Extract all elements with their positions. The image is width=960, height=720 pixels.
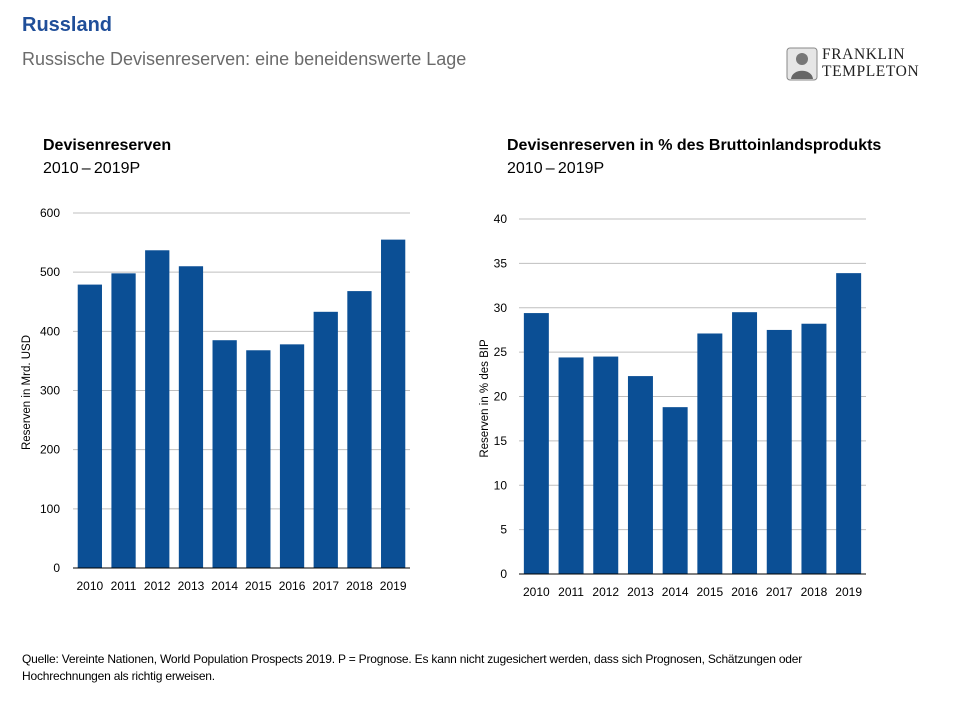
chart-1-xtick-label: 2015 (245, 579, 272, 593)
chart-1-bar-2012 (145, 250, 170, 568)
chart-2-xtick-label: 2019 (835, 585, 862, 599)
chart-1-ytick-label: 200 (40, 443, 60, 457)
chart-1-bar-2017 (313, 311, 338, 568)
chart-2-bar-2010 (523, 313, 549, 574)
chart-2-ytick-label: 15 (494, 434, 508, 448)
chart-1-bar-2016 (279, 344, 305, 568)
chart-2-bar-2012 (593, 356, 619, 574)
chart-1-bar-2011 (111, 273, 136, 568)
chart-1-ytick-label: 400 (40, 324, 60, 338)
chart-1-bar-2015 (246, 350, 271, 568)
chart-1-bar-2019 (381, 239, 406, 568)
chart-1-xtick-label: 2010 (76, 579, 103, 593)
chart-1-ytick-label: 600 (40, 206, 60, 220)
chart-1-xtick-label: 2013 (178, 579, 205, 593)
chart-2-xtick-label: 2013 (627, 585, 654, 599)
source-line-2: Hochrechnungen als richtig erweisen. (22, 669, 215, 683)
chart-2-bar-2017 (766, 329, 792, 574)
chart-2-ytick-label: 0 (500, 567, 507, 581)
chart-1-ytick-label: 0 (53, 561, 60, 575)
page-title: Russland (22, 14, 113, 36)
chart-2-xtick-label: 2016 (731, 585, 758, 599)
chart-2-subtitle: 2010 – 2019P (507, 160, 605, 177)
chart-2-bar-2013 (627, 376, 653, 574)
chart-2-ytick-label: 25 (494, 345, 508, 359)
chart-1-bar-2013 (178, 266, 204, 568)
logo-line-1: FRANKLIN (822, 46, 906, 63)
franklin-templeton-logo: FRANKLIN TEMPLETON (784, 44, 944, 84)
chart-1-ytick-label: 300 (40, 384, 60, 398)
chart-1-xtick-label: 2014 (211, 579, 238, 593)
source-line-1: Quelle: Vereinte Nationen, World Populat… (22, 652, 803, 666)
chart-1-ytick-label: 500 (40, 265, 60, 279)
chart-2-xtick-label: 2010 (523, 585, 550, 599)
chart-2-title: Devisenreserven in % des Bruttoinlandspr… (507, 137, 882, 154)
chart-2-ytick-label: 30 (494, 301, 508, 315)
logo-portrait-icon (786, 47, 818, 81)
chart-2-xtick-label: 2014 (662, 585, 689, 599)
chart-2-bar-2019 (836, 273, 862, 574)
chart-2-xtick-label: 2018 (801, 585, 828, 599)
chart-2-bar-2011 (558, 357, 584, 574)
chart-1-subtitle: 2010 – 2019P (43, 160, 141, 177)
chart-2-bar-2015 (697, 333, 723, 574)
logo-line-2: TEMPLETON (822, 63, 920, 80)
chart-2-xtick-label: 2012 (592, 585, 619, 599)
chart-2-ytick-label: 35 (494, 256, 508, 270)
chart-2-xtick-label: 2017 (766, 585, 793, 599)
chart-1-bar-2010 (77, 284, 102, 568)
chart-2-ytick-label: 20 (494, 390, 508, 404)
chart-2-bar-2018 (801, 323, 827, 574)
chart-1-title: Devisenreserven (43, 137, 172, 154)
source-note: Quelle: Vereinte Nationen, World Populat… (22, 651, 922, 685)
chart-2-xtick-label: 2015 (696, 585, 723, 599)
chart-1-xtick-label: 2019 (380, 579, 407, 593)
page-subtitle: Russische Devisenreserven: eine beneiden… (22, 49, 467, 69)
chart-2-ytick-label: 10 (494, 478, 508, 492)
chart-1-ytick-label: 100 (40, 502, 60, 516)
chart-1-bar-2014 (212, 340, 237, 568)
chart-2-ytick-label: 5 (500, 523, 507, 537)
chart-1-xtick-label: 2017 (312, 579, 339, 593)
chart-1-bar-2018 (347, 291, 372, 568)
chart-2-bar-2016 (732, 312, 758, 574)
chart-1-xtick-label: 2016 (279, 579, 306, 593)
chart-1-y-axis-label: Reserven in Mrd. USD (21, 335, 33, 450)
chart-2-xtick-label: 2011 (558, 585, 584, 599)
chart-1-xtick-label: 2012 (144, 579, 171, 593)
chart-2-y-axis-label: Reserven in % des BIP (479, 339, 491, 458)
chart-1-xtick-label: 2011 (111, 579, 137, 593)
chart-2-ytick-label: 40 (494, 212, 508, 226)
chart-1-xtick-label: 2018 (346, 579, 373, 593)
chart-2-bar-2014 (662, 407, 688, 574)
